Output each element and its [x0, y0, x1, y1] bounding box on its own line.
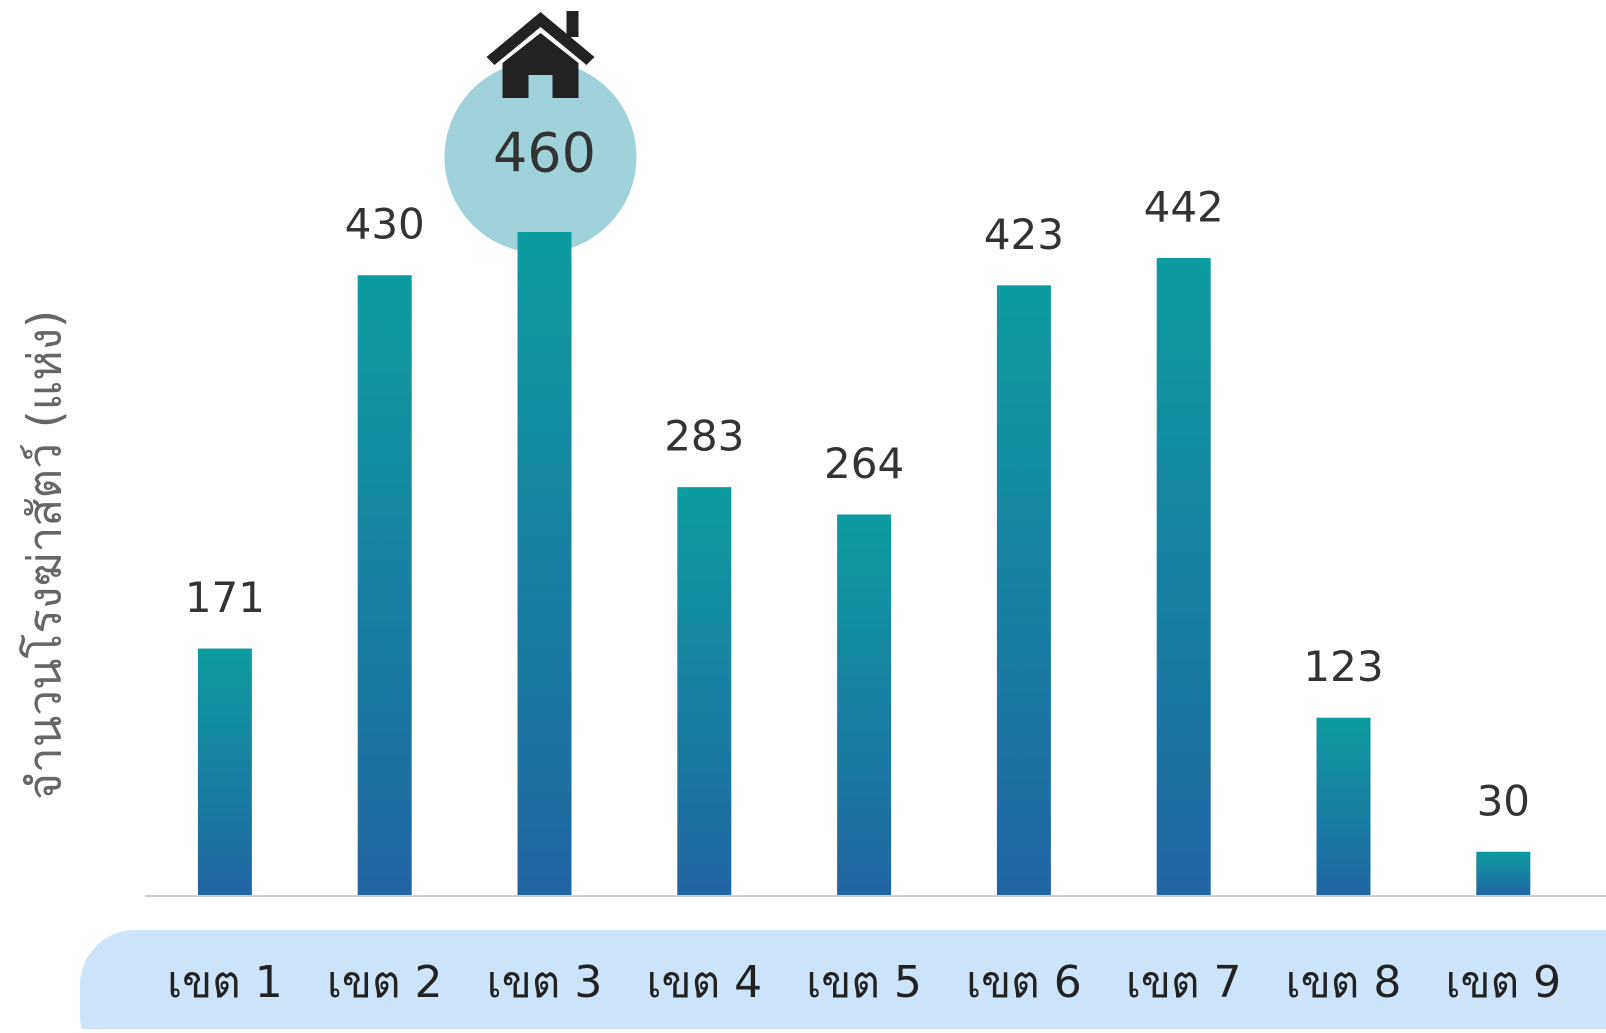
x-tick-label: เขต 4: [646, 957, 762, 1008]
x-tick-label: เขต 7: [1126, 957, 1242, 1008]
value-label: 171: [185, 573, 265, 622]
value-label: 460: [493, 122, 596, 185]
x-tick-label: เขต 6: [966, 957, 1082, 1008]
house-chimney: [567, 11, 579, 37]
x-tick-label: เขต 9: [1445, 957, 1561, 1008]
value-label: 442: [1144, 182, 1224, 231]
value-label: 264: [824, 439, 904, 488]
chart: จำนวนโรงฆ่าสัตว์ (แห่ง) เขต 1 171 เขต 2 430…: [0, 0, 1606, 1029]
bar: [1476, 852, 1530, 895]
plot: เขต 1 171 เขต 2 430 เขต 3 460 เขต 4 283 เขต 5 264…: [167, 11, 1561, 1008]
x-tick-label: เขต 3: [487, 957, 603, 1008]
bar: [837, 514, 891, 895]
bar: [997, 285, 1051, 895]
value-label: 430: [345, 200, 425, 249]
value-label: 283: [664, 412, 744, 461]
bar: [1157, 258, 1211, 895]
bar: [198, 649, 252, 895]
x-tick-label: เขต 5: [806, 957, 922, 1008]
value-label: 423: [984, 210, 1064, 259]
bar: [358, 275, 412, 895]
bar: [518, 232, 572, 895]
value-label: 30: [1477, 776, 1530, 825]
bar: [677, 487, 731, 895]
bar: [1317, 718, 1371, 895]
y-axis-label: จำนวนโรงฆ่าสัตว์ (แห่ง): [18, 310, 72, 800]
x-tick-label: เขต 8: [1286, 957, 1402, 1008]
value-label: 123: [1303, 642, 1383, 691]
x-tick-label: เขต 1: [167, 957, 283, 1008]
x-tick-label: เขต 2: [327, 957, 443, 1008]
